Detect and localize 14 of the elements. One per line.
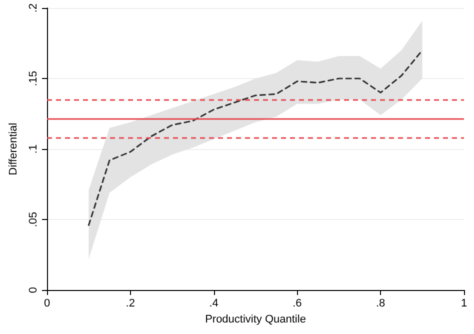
y-axis-title: Differential [8,122,20,176]
x-tick-label: 0 [44,298,50,310]
x-tick-label: .6 [292,298,302,310]
y-tick-label: .1 [28,144,40,154]
x-tick-label: 1 [460,298,468,310]
x-tick-label: .4 [209,298,218,310]
y-tick-label: .2 [28,3,40,13]
y-tick-label: .15 [28,70,40,86]
y-tick-label: .05 [28,212,40,228]
y-tick-label: 0 [28,286,40,294]
x-axis-title: Productivity Quantile [205,314,306,326]
x-tick-label: .2 [126,298,135,310]
x-tick-label: .8 [376,298,386,310]
line-series [88,50,424,226]
